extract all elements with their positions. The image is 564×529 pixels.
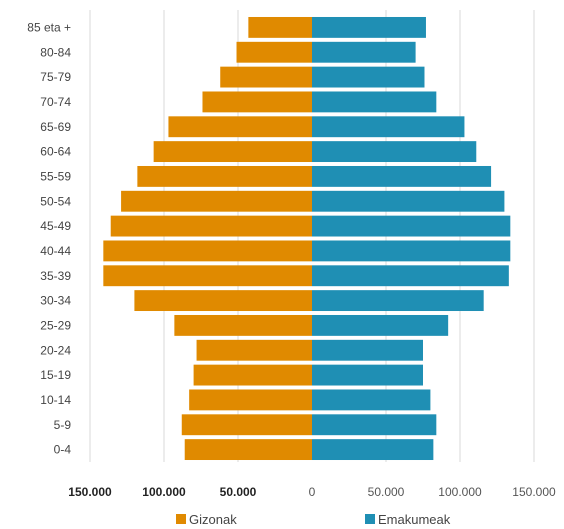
bar-gizonak-17 — [248, 16, 312, 38]
bar-gizonak-0 — [184, 439, 312, 461]
age-group-label: 80-84 — [40, 45, 71, 59]
age-group-label: 75-79 — [40, 70, 71, 84]
bar-gizonak-1 — [181, 414, 312, 436]
age-group-label: 10-14 — [40, 393, 71, 407]
bar-gizonak-3 — [193, 364, 312, 386]
bar-gizonak-5 — [174, 314, 312, 336]
bar-gizonak-14 — [202, 91, 312, 113]
legend-swatch-emakumeak — [365, 514, 375, 524]
age-group-label: 60-64 — [40, 145, 71, 159]
x-tick-label: 50.000 — [368, 485, 405, 499]
legend-label-gizonak: Gizonak — [189, 512, 237, 527]
age-group-label: 50-54 — [40, 194, 71, 208]
bar-emakumeak-5 — [312, 314, 449, 336]
age-group-label: 40-44 — [40, 244, 71, 258]
bar-emakumeak-11 — [312, 165, 492, 187]
bar-emakumeak-8 — [312, 240, 511, 262]
bar-emakumeak-15 — [312, 66, 425, 88]
age-group-label: 55-59 — [40, 169, 71, 183]
age-group-label: 65-69 — [40, 120, 71, 134]
x-tick-label: 0 — [309, 485, 316, 499]
bar-emakumeak-3 — [312, 364, 423, 386]
bar-emakumeak-6 — [312, 290, 484, 312]
bar-emakumeak-12 — [312, 141, 477, 163]
bar-gizonak-11 — [137, 165, 312, 187]
bar-emakumeak-1 — [312, 414, 437, 436]
x-tick-label: 150.000 — [68, 485, 112, 499]
age-group-label: 20-24 — [40, 343, 71, 357]
x-tick-label: 100.000 — [438, 485, 482, 499]
bar-emakumeak-13 — [312, 116, 465, 138]
age-group-labels: 0-4 5-9 10-14 15-19 20-24 25-29 30-34 35-39 40-4… — [27, 20, 71, 456]
age-group-label: 25-29 — [40, 318, 71, 332]
bar-gizonak-12 — [153, 141, 312, 163]
x-tick-label: 150.000 — [512, 485, 556, 499]
bar-emakumeak-7 — [312, 265, 509, 287]
x-tick-label: 100.000 — [142, 485, 186, 499]
legend-swatch-gizonak — [176, 514, 186, 524]
legend-label-emakumeak: Emakumeak — [378, 512, 451, 527]
bar-gizonak-2 — [189, 389, 312, 411]
bar-emakumeak-4 — [312, 339, 423, 361]
bars — [103, 16, 511, 461]
bar-gizonak-4 — [196, 339, 312, 361]
bar-gizonak-6 — [134, 290, 312, 312]
bar-emakumeak-17 — [312, 16, 426, 38]
bar-emakumeak-9 — [312, 215, 511, 237]
bar-emakumeak-2 — [312, 389, 431, 411]
age-group-label: 5-9 — [54, 418, 72, 432]
bar-gizonak-13 — [168, 116, 312, 138]
bar-emakumeak-16 — [312, 41, 416, 63]
age-group-label: 0-4 — [54, 443, 72, 457]
age-group-label: 30-34 — [40, 294, 71, 308]
bar-gizonak-8 — [103, 240, 312, 262]
bar-gizonak-9 — [110, 215, 312, 237]
age-group-label: 85 eta + — [27, 20, 71, 34]
bar-emakumeak-10 — [312, 190, 505, 212]
bar-gizonak-7 — [103, 265, 312, 287]
bar-emakumeak-14 — [312, 91, 437, 113]
bar-gizonak-10 — [121, 190, 312, 212]
bar-gizonak-16 — [236, 41, 312, 63]
x-axis-ticks: 150.000 100.000 50.000 0 50.000 100.000 150.00… — [68, 485, 556, 499]
bar-emakumeak-0 — [312, 439, 434, 461]
x-tick-label: 50.000 — [220, 485, 257, 499]
age-group-label: 45-49 — [40, 219, 71, 233]
legend: Gizonak Emakumeak — [176, 512, 451, 527]
age-group-label: 35-39 — [40, 269, 71, 283]
bar-gizonak-15 — [220, 66, 312, 88]
age-group-label: 70-74 — [40, 95, 71, 109]
age-group-label: 15-19 — [40, 368, 71, 382]
